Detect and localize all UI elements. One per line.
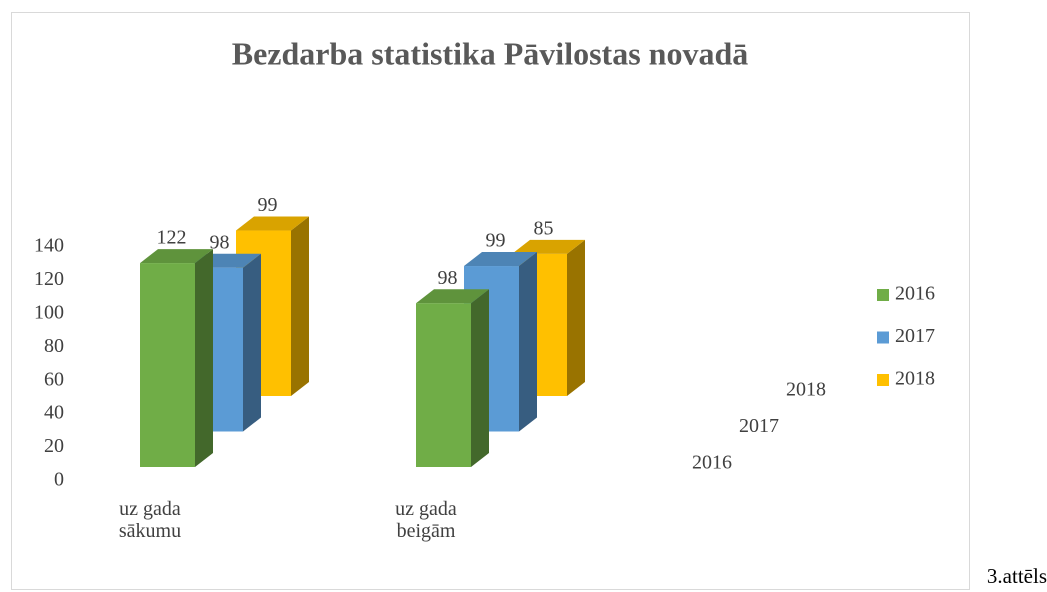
legend-label: 2016 xyxy=(895,283,935,305)
y-tick-label: 100 xyxy=(34,301,64,323)
bar-top xyxy=(464,252,537,267)
caption: 3.attēls xyxy=(987,564,1047,588)
depth-label: 2017 xyxy=(739,415,779,437)
x-tick-label: uz gada beigām xyxy=(395,498,457,542)
data-label: 98 xyxy=(210,231,230,253)
bar-top xyxy=(140,249,213,264)
legend-label: 2017 xyxy=(895,325,935,347)
depth-label: 2018 xyxy=(786,379,826,401)
bar xyxy=(416,303,471,467)
x-tick-label: uz gada sākumu xyxy=(118,498,182,542)
bar-side xyxy=(291,216,309,396)
depth-label: 2016 xyxy=(692,452,732,474)
bar-top xyxy=(416,289,489,304)
data-label: 99 xyxy=(258,194,278,216)
y-tick-label: 20 xyxy=(44,435,64,457)
y-tick-label: 60 xyxy=(44,368,64,390)
bar-side xyxy=(567,239,585,396)
bar-side xyxy=(243,253,261,432)
chart-title: Bezdarba statistika Pāvilostas novadā xyxy=(232,35,748,71)
chart-frame xyxy=(11,12,970,590)
bar-side xyxy=(519,252,537,432)
legend-swatch xyxy=(877,331,889,344)
y-tick-label: 140 xyxy=(34,235,64,257)
y-tick-label: 40 xyxy=(44,402,64,424)
data-label: 85 xyxy=(534,218,554,240)
bar xyxy=(140,263,195,467)
bar-side xyxy=(195,249,213,467)
data-label: 99 xyxy=(486,230,506,252)
legend-swatch xyxy=(877,289,889,301)
legend-swatch xyxy=(877,374,889,386)
y-tick-label: 0 xyxy=(54,469,64,491)
legend-label: 2018 xyxy=(895,368,935,390)
bar-top xyxy=(512,239,585,254)
y-tick-label: 80 xyxy=(44,335,64,357)
data-label: 98 xyxy=(438,267,458,289)
y-tick-label: 120 xyxy=(34,268,64,290)
bar-top xyxy=(236,216,309,231)
data-label: 122 xyxy=(157,227,187,249)
bar-side xyxy=(471,289,489,467)
